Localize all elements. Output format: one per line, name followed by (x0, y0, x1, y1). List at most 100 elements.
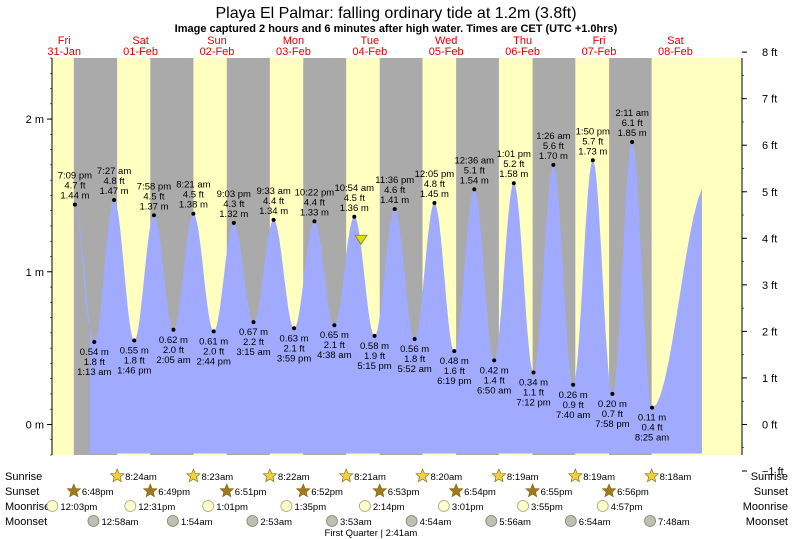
tide-point (392, 207, 397, 212)
moonrise-row-label-right: Moonrise (743, 501, 788, 513)
high-tide-label: 1:50 pm (576, 126, 610, 137)
sun-star-icon (644, 468, 660, 483)
sunset-star-icon (219, 483, 235, 498)
low-tide-label: 6:19 pm (437, 376, 471, 387)
left-tick-label: 0 m (26, 419, 44, 431)
right-tick-label: 1 ft (762, 373, 777, 385)
tide-point (231, 220, 236, 225)
low-tide-label: 0.7 ft (602, 409, 623, 420)
high-tide-label: 1.70 m (539, 151, 568, 162)
day-of-week-label: Fri (593, 35, 606, 47)
high-tide-label: 5.2 ft (503, 159, 524, 170)
moonset-time: 4:54am (420, 517, 452, 528)
tide-point (211, 329, 216, 334)
tide-labels: 7:09 pm4.7 ft1.44 m0.54 m1.8 ft1:13 am7:… (58, 108, 670, 444)
low-tide-label: 0.63 m (280, 333, 309, 344)
high-tide-label: 1:01 pm (497, 149, 531, 160)
high-tide-label: 4.6 ft (384, 185, 405, 196)
sunset-star-icon (601, 483, 617, 498)
low-tide-label: 2.2 ft (243, 337, 264, 348)
high-tide-label: 1.37 m (139, 201, 168, 212)
moon-circle-icon (202, 500, 215, 512)
tide-point (191, 211, 196, 216)
right-tick-label: 5 ft (762, 187, 777, 199)
tide-point (412, 336, 417, 341)
moonset-time: 12:58am (101, 517, 138, 528)
low-tide-label: 5:52 am (397, 364, 431, 375)
high-tide-label: 11:36 pm (375, 175, 414, 186)
moonset-circle-icon (564, 515, 577, 527)
low-tide-label: 0.20 m (598, 399, 627, 410)
moonrise-time: 12:03pm (60, 502, 97, 513)
sun-star-icon (109, 468, 125, 483)
low-tide-label: 0.4 ft (641, 423, 662, 434)
day-of-week-label: Sun (207, 35, 227, 47)
high-tide-label: 1:26 am (536, 131, 570, 142)
sunset-time: 6:55pm (541, 487, 573, 498)
low-tide-label: 2.1 ft (284, 343, 305, 354)
low-tide-label: 1:13 am (77, 367, 111, 378)
sun-time: 8:18am (660, 472, 692, 483)
tide-point (251, 320, 256, 325)
high-tide-label: 4.5 ft (143, 191, 164, 202)
low-tide-label: 2.0 ft (163, 345, 184, 356)
tide-point (590, 158, 595, 163)
chart-title: Playa El Palmar: falling ordinary tide a… (215, 5, 576, 22)
tide-point (432, 201, 437, 206)
moonset-time: 6:54am (579, 517, 611, 528)
moonrise-time: 1:35pm (294, 502, 326, 513)
sun-star-icon (415, 468, 430, 483)
tide-point (571, 382, 576, 387)
low-tide-label: 0.56 m (400, 344, 429, 355)
right-tick-label: 2 ft (762, 326, 777, 338)
tide-point (271, 217, 276, 222)
sun-star-icon (262, 468, 278, 483)
high-tide-label: 4.5 ft (183, 190, 204, 201)
high-tide-label: 1.38 m (179, 200, 208, 211)
day-of-week-label: Sat (132, 35, 149, 47)
moonset-circle-icon (87, 515, 100, 527)
sunset-star-icon (295, 483, 311, 498)
moon-circle-icon (359, 500, 371, 512)
sunset-star-icon (372, 483, 388, 498)
low-tide-label: 0.67 m (239, 327, 268, 338)
high-tide-label: 2:11 am (615, 108, 649, 119)
high-tide-label: 1.36 m (340, 203, 369, 214)
tide-point (92, 340, 97, 345)
moonset-time: 2:53am (260, 517, 292, 528)
sun-time: 8:19am (583, 472, 615, 483)
sunset-time: 6:52pm (311, 487, 343, 498)
tide-point (332, 323, 337, 328)
tide-point (151, 213, 156, 218)
tide-point (112, 198, 117, 203)
low-tide-label: 0.34 m (519, 378, 548, 389)
day-labels: Fri31-JanSat01-FebSun02-FebMon03-FebTue0… (47, 35, 692, 58)
high-tide-label: 1.44 m (60, 191, 89, 202)
moonset-circle-icon (166, 515, 179, 527)
day-of-week-label: Wed (435, 35, 457, 47)
sun-moon-table: Sunrise Sunrise Sunset Sunset Moonrise Moonri… (5, 468, 788, 539)
moonset-time: 3:53am (340, 517, 372, 528)
high-tide-label: 6.1 ft (622, 118, 643, 129)
high-tide-label: 12:05 pm (415, 169, 455, 180)
day-of-week-label: Fri (58, 35, 71, 47)
moonset-circle-icon (326, 515, 338, 527)
low-tide-label: 6:50 am (477, 385, 511, 396)
moon-circle-icon (280, 500, 293, 512)
low-tide-label: 2.0 ft (203, 346, 224, 357)
low-tide-label: 0.65 m (320, 330, 349, 341)
moonset-time: 7:48am (658, 517, 690, 528)
low-tide-label: 3:59 pm (277, 353, 311, 364)
moonrise-time: 3:01pm (452, 502, 484, 513)
low-tide-label: 0.58 m (360, 341, 389, 352)
moon-phase-label: First Quarter | 2:41am (325, 528, 418, 539)
day-of-week-label: Mon (283, 35, 304, 47)
low-tide-label: 0.9 ft (563, 400, 584, 411)
high-tide-label: 4.5 ft (344, 193, 365, 204)
right-tick-label: −1 ft (762, 466, 784, 478)
low-tide-label: 0.42 m (480, 365, 509, 376)
tide-point (551, 162, 556, 167)
high-tide-label: 1.47 m (100, 186, 129, 197)
date-label: 31-Jan (47, 46, 81, 58)
